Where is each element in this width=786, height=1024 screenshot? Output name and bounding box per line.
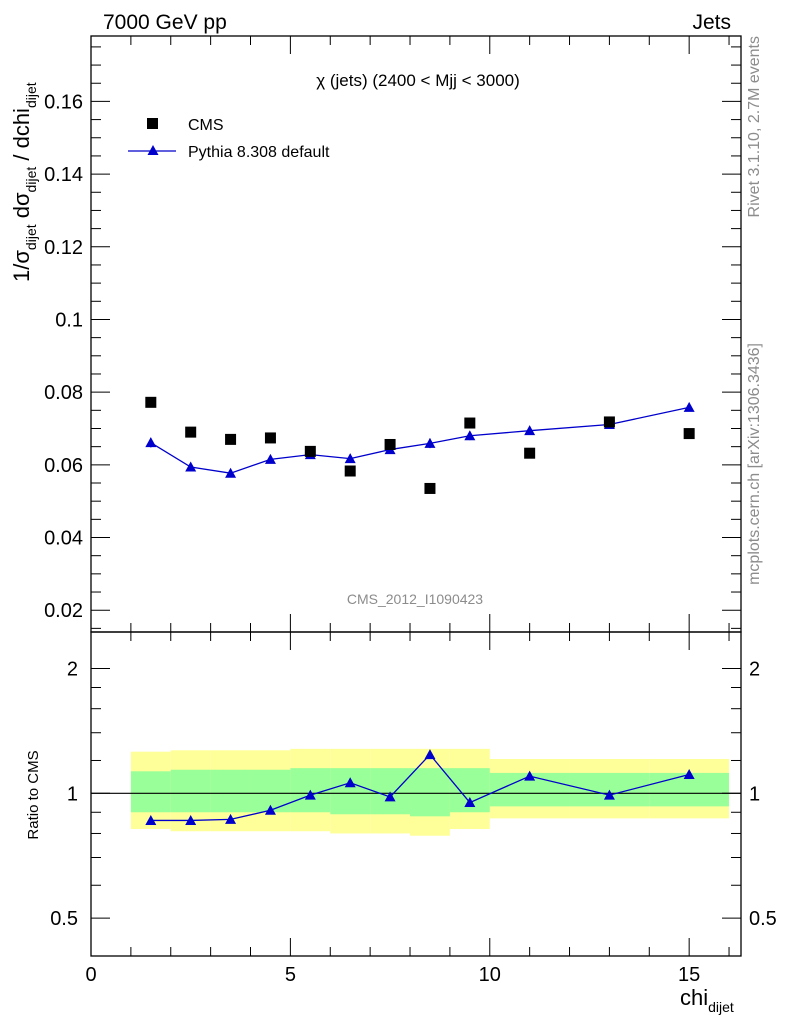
inner-uncertainty-band [330, 768, 371, 815]
pythia-point [683, 401, 695, 412]
cms-point [683, 428, 695, 440]
ratio-pythia-point [185, 814, 197, 825]
ratio-axis-ticks: 0.5 0.5 1 1 2 2 0 5 10 15 [50, 632, 777, 986]
ratio-pythia-point [464, 797, 476, 808]
main-series [145, 396, 695, 494]
cms-point [424, 482, 436, 494]
ratio-bands [130, 748, 730, 836]
cms-point [344, 465, 356, 477]
ratio-y-axis-label: Ratio to CMS [25, 750, 42, 839]
main-y-tick-label: 0.14 [44, 164, 83, 186]
watermark: CMS_2012_I1090423 [347, 591, 483, 607]
x-tick-label: 10 [479, 964, 501, 986]
x-tick-label: 0 [85, 964, 96, 986]
header-right: Jets [692, 11, 731, 34]
mcplots-label: mcplots.cern.ch [arXiv:1306.3436] [746, 343, 763, 585]
ratio-y-tick-label: 1 [67, 783, 78, 805]
main-y-tick-label: 0.02 [44, 600, 83, 622]
ratio-y-tick-label-right: 0.5 [749, 908, 777, 930]
inner-uncertainty-band [170, 769, 211, 813]
ratio-pythia-point [304, 789, 316, 800]
main-y-tick-label: 0.08 [44, 382, 83, 404]
main-y-tick-label: 0.1 [55, 309, 83, 331]
x-tick-label: 15 [678, 964, 700, 986]
legend-cms-label: CMS [188, 117, 224, 134]
legend-pythia-marker [147, 145, 159, 155]
cms-point [145, 396, 157, 408]
ratio-series [145, 749, 695, 825]
main-y-tick-label: 0.16 [44, 91, 83, 113]
cms-point [464, 417, 476, 429]
cms-point [304, 445, 316, 457]
cms-point [603, 416, 615, 428]
main-y-axis-label: 1/σdijet dσdijet / dchidijet [9, 82, 39, 282]
ratio-y-tick-label: 2 [67, 659, 78, 681]
x-axis-label: chidijet [680, 985, 734, 1015]
main-axis-ticks: 0.02 0.04 0.06 0.08 0.1 0.12 0.14 0.16 [44, 36, 741, 632]
main-y-tick-label: 0.06 [44, 455, 83, 477]
legend-cms-marker [147, 118, 158, 129]
ratio-frame-border [90, 631, 742, 957]
cms-point [185, 426, 197, 438]
ratio-pythia-line [150, 753, 690, 822]
ratio-pythia-point [603, 789, 615, 800]
ratio-y-tick-label: 0.5 [50, 908, 78, 930]
ratio-pythia-point [683, 769, 695, 780]
cms-point [264, 432, 276, 444]
cms-point [524, 447, 536, 459]
pythia-point [145, 437, 157, 448]
legend-pythia-label: Pythia 8.308 default [188, 144, 330, 161]
ratio-y-tick-label-right: 1 [749, 783, 760, 805]
pythia-point [524, 425, 536, 436]
ratio-pythia-point [225, 813, 237, 824]
pythia-line [150, 406, 690, 474]
ratio-pythia-point [145, 814, 157, 825]
pythia-point [424, 437, 436, 448]
legend: CMS Pythia 8.308 default [128, 117, 330, 161]
pythia-point [185, 461, 197, 472]
cms-point [225, 433, 237, 445]
ratio-pythia-point [384, 791, 396, 802]
ratio-pythia-point [424, 749, 436, 760]
inner-uncertainty-band [410, 768, 450, 817]
inner-uncertainty-band [130, 771, 171, 813]
x-tick-label: 5 [285, 964, 296, 986]
ratio-pythia-point [344, 777, 356, 788]
pythia-point [264, 453, 276, 464]
cms-point [384, 438, 396, 450]
ratio-frame [90, 631, 742, 957]
inner-uncertainty-band [370, 768, 411, 815]
pythia-point [344, 453, 356, 464]
inner-uncertainty-band [210, 769, 251, 813]
ratio-y-tick-label-right: 2 [749, 659, 760, 681]
pythia-point [464, 430, 476, 441]
ratio-pythia-point [264, 804, 276, 815]
main-y-tick-label: 0.12 [44, 237, 83, 259]
pythia-point [225, 467, 237, 478]
plot-title: χ (jets) (2400 < Mjj < 3000) [316, 71, 520, 90]
ratio-pythia-point [524, 770, 536, 781]
main-y-tick-label: 0.04 [44, 528, 83, 550]
rivet-version-label: Rivet 3.1.10, 2.7M events [746, 36, 763, 217]
header-left: 7000 GeV pp [103, 11, 227, 34]
